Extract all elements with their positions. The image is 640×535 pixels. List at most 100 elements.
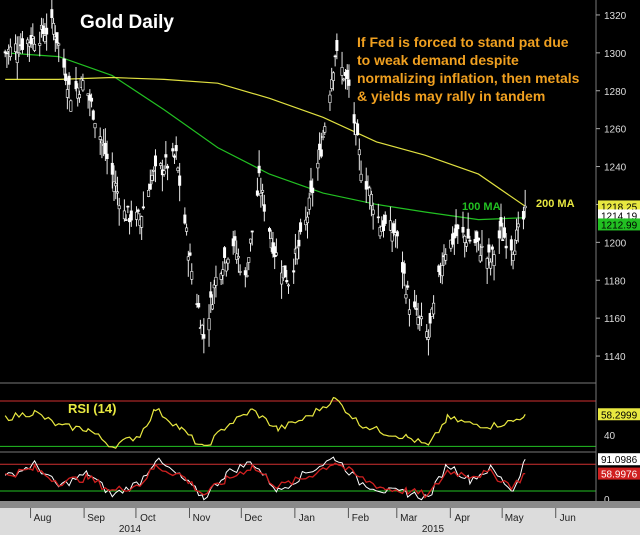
price-bar-body [91,110,95,120]
y-tick-label: 1160 [604,314,626,325]
price-bar-body [100,140,104,144]
price-bar-body [117,205,121,210]
price-bar-body [356,123,360,136]
price-bar-body [395,231,399,237]
ma-100-line [5,52,526,221]
price-bar-body [477,237,481,241]
price-bar-body [331,72,335,81]
price-bar-body [236,256,240,259]
price-bar-body [209,291,213,298]
price-bar-body [41,25,45,35]
rsi-last-value: 58.2999 [601,410,638,421]
price-bar-body [407,309,411,315]
price-bar-body [38,43,42,46]
ma-200-line [5,76,526,207]
price-bar-body [502,227,506,238]
price-bar-body [8,46,12,57]
price-bar-body [33,43,37,51]
price-bar-body [464,242,468,247]
price-bar-body [504,245,508,249]
rsi-line [4,396,526,449]
price-bar-body [323,126,327,133]
price-bar-body [261,190,265,193]
price-bar-body [413,301,417,308]
price-bar-body [487,244,491,253]
price-bar-body [428,313,432,324]
price-bar-body [376,216,380,219]
price-bar-body [174,145,178,152]
price-bar-body [466,228,470,239]
price-bar-body [274,252,278,256]
last-price-tag: 1212.99 [601,220,638,231]
stoch-d-line [4,462,526,499]
price-bar-body [183,214,187,224]
price-bar-body [45,27,49,35]
price-bar-body [480,245,484,248]
x-tick-label: Nov [193,513,211,524]
moving-averages [5,52,526,221]
price-bar-body [52,23,56,35]
y-tick-label: 1300 [604,49,627,60]
price-bar-body [390,232,394,242]
price-bar-body [27,42,31,47]
price-bar-body [248,238,252,244]
price-bar-body [319,149,323,157]
price-bar-body [29,34,33,45]
price-bar-body [321,136,325,138]
price-bar-body [383,214,387,224]
price-bar-body [134,211,138,220]
rsi-panel: RSI (14) 40 58.2999 [0,396,640,449]
price-bar-body [31,35,35,39]
price-bar-body [475,231,479,243]
x-tick-label: Dec [244,513,262,524]
last-price-tag: 1218.25 [601,202,638,213]
price-bar-body [147,189,151,197]
time-axis-band [0,501,640,508]
price-bar-body [352,114,356,124]
price-bar-body [523,205,527,209]
price-bar-body [406,285,410,288]
price-bar-body [311,187,315,193]
price-bar-body [501,239,505,241]
price-bar-body [88,94,92,101]
price-bar-body [286,284,290,287]
price-bar-body [62,58,66,68]
price-bar-body [444,254,448,261]
price-bar-body [152,169,156,172]
price-bar-body [451,233,455,245]
price-bar-body [76,87,80,99]
price-bar-body [369,194,373,206]
price-bar-body [74,81,78,90]
price-bar-body [515,229,519,241]
price-bar-body [259,192,263,197]
price-bar-body [81,80,85,91]
price-bar-body [164,154,168,158]
price-bar-body [140,216,144,228]
y-tick-label: 1260 [604,125,627,136]
annotation-line: & yields may rally in tandem [357,88,545,104]
price-bar-body [247,257,251,263]
y-tick-label: 1280 [604,87,627,98]
y-tick-label: 1320 [604,11,627,22]
x-tick-label: Feb [352,513,370,524]
price-bar-body [359,173,363,182]
price-bar-body [307,197,311,210]
price-bar-body [64,73,68,81]
price-bar-body [404,294,408,299]
price-bar-body [432,302,436,315]
y-tick-label: 1180 [604,276,626,287]
price-bar-body [297,239,301,247]
price-bar-body [178,175,182,186]
price-bar-body [243,270,247,276]
price-bar-body [250,230,254,233]
price-bar-body [285,280,289,283]
rsi-last-value-box [598,408,640,421]
price-bar-body [333,55,337,58]
price-bar-body [214,276,218,286]
stoch-y-tick-label: 0 [604,495,610,506]
chart-title: Gold Daily [80,12,174,33]
price-bar-body [141,206,145,209]
price-bar-body [388,220,392,231]
x-tick-label: Jun [560,513,576,524]
